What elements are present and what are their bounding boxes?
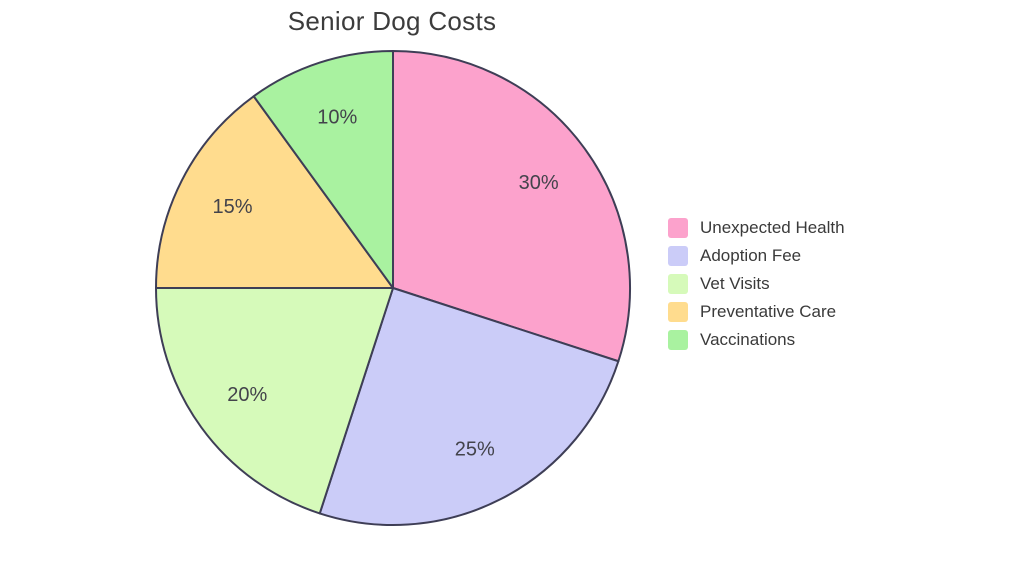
legend-item-preventative-care: Preventative Care — [668, 298, 845, 326]
legend-swatch-unexpected-health — [668, 218, 688, 238]
legend-label-adoption-fee: Adoption Fee — [700, 246, 802, 265]
legend-label-unexpected-health: Unexpected Health — [700, 218, 845, 237]
legend: Unexpected Health Adoption Fee Vet Visit… — [668, 214, 845, 354]
pie-pct-label-adoption-fee: 25% — [455, 439, 495, 461]
pie-pct-label-preventative-care: 15% — [212, 196, 252, 218]
pie-slice-vaccinations — [252, 50, 394, 289]
pie-pct-label-vaccinations: 10% — [317, 107, 357, 129]
legend-label-vet-visits: Vet Visits — [700, 274, 770, 293]
pie-pct-label-unexpected-health: 30% — [519, 172, 559, 194]
pie-slice-preventative-care — [155, 95, 394, 289]
legend-item-vet-visits: Vet Visits — [668, 270, 845, 298]
pie-slice-adoption-fee — [318, 287, 620, 527]
legend-label-preventative-care: Preventative Care — [700, 302, 837, 321]
legend-swatch-vet-visits — [668, 274, 688, 294]
pie-pct-label-vet-visits: 20% — [227, 384, 267, 406]
legend-item-adoption-fee: Adoption Fee — [668, 242, 845, 270]
legend-swatch-preventative-care — [668, 302, 688, 322]
chart-title: Senior Dog Costs — [287, 6, 497, 36]
pie-slice-vet-visits — [155, 287, 394, 515]
pie-slice-unexpected-health — [392, 50, 631, 363]
legend-swatch-vaccinations — [668, 330, 688, 350]
legend-swatch-adoption-fee — [668, 246, 688, 266]
legend-label-vaccinations: Vaccinations — [700, 330, 796, 349]
legend-item-vaccinations: Vaccinations — [668, 326, 845, 354]
legend-item-unexpected-health: Unexpected Health — [668, 214, 845, 242]
